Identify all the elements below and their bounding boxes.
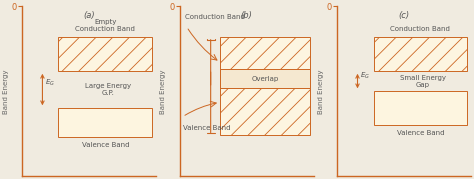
Text: (a): (a) bbox=[83, 11, 95, 20]
Text: Conduction Band: Conduction Band bbox=[185, 14, 245, 20]
Bar bbox=[220, 69, 310, 136]
Text: Small Energy
Gap: Small Energy Gap bbox=[400, 74, 446, 88]
Text: $E_G$: $E_G$ bbox=[45, 78, 55, 88]
Bar bbox=[58, 108, 152, 137]
Text: Empty
Conduction Band: Empty Conduction Band bbox=[75, 19, 135, 32]
Text: Valence Band: Valence Band bbox=[397, 130, 444, 136]
Text: Valence Band: Valence Band bbox=[82, 142, 129, 148]
Text: Overlap: Overlap bbox=[251, 76, 279, 81]
Bar bbox=[374, 91, 467, 125]
Bar bbox=[220, 37, 310, 88]
Bar bbox=[58, 37, 152, 71]
Bar bbox=[220, 69, 310, 88]
Y-axis label: Band Energy: Band Energy bbox=[318, 69, 324, 113]
Text: (b): (b) bbox=[241, 11, 253, 20]
Text: Valence Band: Valence Band bbox=[182, 125, 230, 131]
Y-axis label: Band Energy: Band Energy bbox=[160, 69, 166, 113]
Text: Conduction Band: Conduction Band bbox=[391, 26, 450, 32]
Bar bbox=[374, 37, 467, 71]
Text: (c): (c) bbox=[399, 11, 410, 20]
Text: Large Energy
G.P.: Large Energy G.P. bbox=[85, 83, 131, 96]
Y-axis label: Band Energy: Band Energy bbox=[3, 69, 9, 113]
Text: $E_G$: $E_G$ bbox=[360, 71, 370, 81]
